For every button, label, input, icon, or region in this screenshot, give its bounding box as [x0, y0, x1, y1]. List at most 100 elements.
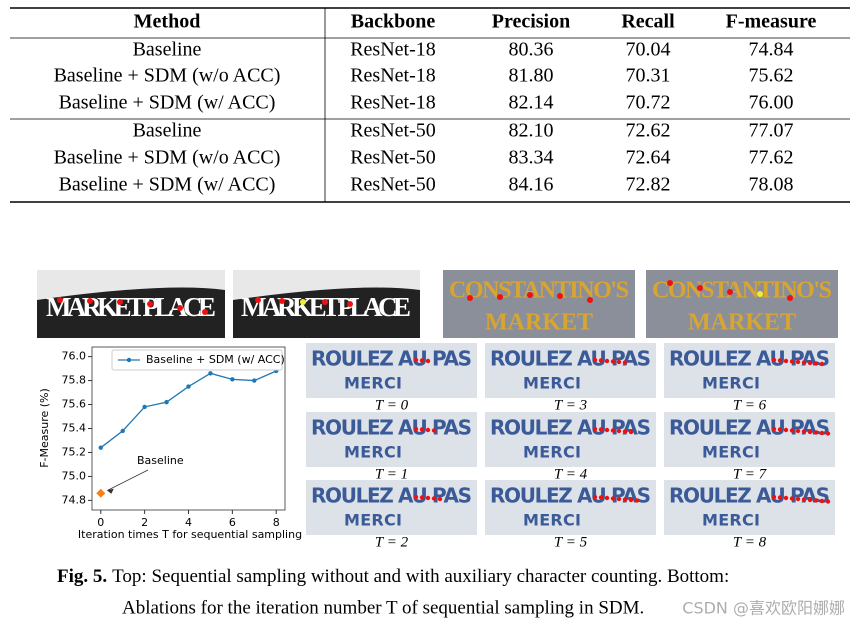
sign-text: MERCI	[344, 511, 402, 530]
series-line	[100, 370, 277, 449]
sample-dot	[807, 429, 813, 435]
sample-image	[306, 343, 477, 398]
sample-image	[664, 480, 835, 535]
sign-text: ROULEZ AU PAS	[490, 484, 651, 508]
table-header: F-measure	[726, 11, 817, 33]
y-tick-label: 75.4	[62, 422, 87, 435]
table-cell: 77.07	[749, 120, 794, 142]
sample-image	[485, 480, 656, 535]
sample-dot	[783, 495, 789, 501]
sample-label: T = 3	[554, 397, 587, 413]
sign-text: MERCI	[523, 511, 581, 530]
sign-text: MERCI	[344, 443, 402, 462]
sample-dot	[628, 497, 634, 503]
table-cell: Baseline	[133, 39, 202, 61]
sample-dot	[598, 427, 604, 432]
annotation: Baseline	[137, 454, 184, 467]
series-point	[164, 399, 169, 405]
sample-dot	[795, 496, 801, 502]
sign-text: ROULEZ AU PAS	[490, 416, 651, 440]
sign-text: ROULEZ AU PAS	[311, 484, 472, 508]
sample-dot	[789, 496, 795, 501]
y-tick-label: 74.8	[62, 493, 87, 506]
table-cell: 82.10	[509, 120, 554, 142]
sign-text: MARKET	[485, 310, 593, 336]
sample-image	[306, 412, 477, 467]
sample-label: T = 2	[375, 534, 409, 550]
sample-label: T = 7	[733, 466, 768, 482]
table-cell: 80.36	[509, 39, 554, 61]
sample-image	[485, 343, 656, 398]
sign-text: MERCI	[702, 374, 760, 393]
sign-text: MERCI	[523, 374, 581, 393]
sign-text: ROULEZ AU PAS	[669, 416, 830, 440]
sample-dot	[598, 358, 604, 363]
sample-image	[664, 343, 835, 398]
sample-dot	[771, 357, 777, 363]
x-tick-label: 6	[229, 516, 236, 529]
sample-dot	[813, 430, 819, 435]
baseline-point	[96, 488, 106, 498]
sample-dot	[604, 495, 610, 501]
sign-text: ROULEZ AU PAS	[311, 416, 472, 440]
x-tick-label: 4	[185, 516, 192, 529]
sign-text: MARKET PLACE	[241, 292, 411, 322]
sign-text: ROULEZ AU PAS	[669, 484, 830, 508]
series-point	[120, 428, 125, 434]
y-tick-label: 76.0	[62, 350, 87, 363]
legend-box	[111, 349, 283, 371]
sign-text: CONSTANTINO'S	[652, 278, 832, 304]
table-cell: 74.84	[749, 39, 794, 61]
legend-swatch-dot	[126, 357, 132, 363]
sample-dot	[807, 360, 813, 366]
series-point	[208, 371, 213, 376]
sample-dot	[622, 360, 628, 365]
sample-label: T = 5	[554, 534, 588, 550]
sample-image	[306, 480, 477, 535]
x-tick-label: 2	[141, 516, 148, 529]
caption-line: Fig. 5. Top: Sequential sampling without …	[57, 566, 729, 587]
sign-text: MERCI	[702, 443, 760, 462]
table-cell: ResNet-50	[350, 147, 436, 169]
sample-dot	[425, 358, 431, 364]
sample-dot	[795, 359, 801, 365]
series-point	[98, 445, 103, 450]
table-cell: Baseline + SDM (w/o ACC)	[54, 65, 281, 87]
sample-dot	[413, 426, 419, 432]
table-cell: 84.16	[509, 174, 554, 196]
y-tick-label: 75.2	[62, 445, 87, 458]
sample-dot	[801, 429, 807, 434]
sample-dot	[419, 427, 425, 432]
series-point	[230, 377, 235, 382]
sign-text: MERCI	[344, 374, 402, 393]
sample-dot	[598, 495, 604, 500]
sample-dot	[825, 499, 831, 504]
x-tick-label: 8	[273, 516, 280, 529]
sample-dot	[813, 361, 819, 366]
sample-dot	[777, 427, 783, 432]
sample-dot	[431, 428, 437, 433]
watermark: CSDN @喜欢欧阳娜娜	[682, 599, 845, 618]
sample-image	[485, 412, 656, 467]
photo-market-1: MARKET PLACE	[37, 270, 225, 338]
table-cell: ResNet-50	[350, 120, 436, 142]
sample-dot	[610, 359, 616, 364]
sample-dot	[413, 494, 419, 500]
sample-label: T = 4	[554, 466, 588, 482]
sample-dot	[634, 498, 640, 503]
table-cell: Baseline + SDM (w/o ACC)	[54, 147, 281, 169]
sample-dot	[413, 357, 419, 363]
table-cell: 82.14	[509, 92, 554, 114]
sign-text: MERCI	[702, 511, 760, 530]
sample-dot	[819, 361, 825, 367]
sample-dot	[825, 431, 831, 436]
sample-dot	[425, 495, 431, 501]
sign-text: MARKET PLACE	[46, 292, 216, 322]
sample-dot	[616, 359, 622, 365]
y-tick-label: 75.0	[62, 469, 87, 482]
sample-dot	[425, 427, 431, 433]
sample-dot	[592, 357, 598, 363]
table-cell: ResNet-18	[350, 39, 436, 61]
table-cell: Baseline + SDM (w/ ACC)	[59, 174, 276, 196]
sign-text: ROULEZ AU PAS	[669, 347, 830, 371]
